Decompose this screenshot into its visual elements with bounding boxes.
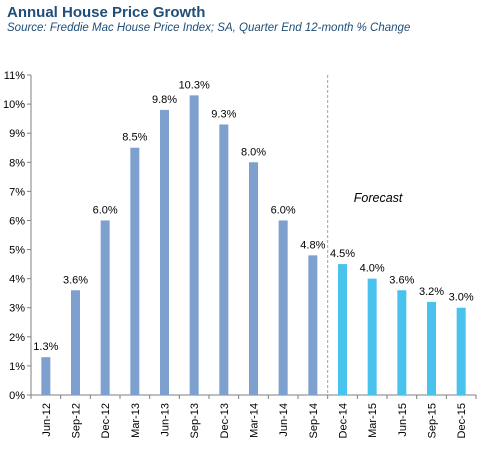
y-tick-label: 1% <box>9 361 25 373</box>
y-tick-label: 3% <box>9 303 25 315</box>
bar <box>308 255 318 395</box>
bar <box>160 109 169 395</box>
data-label: 6.0% <box>93 204 118 216</box>
data-label: 8.5% <box>122 132 147 144</box>
data-label: 3.6% <box>389 274 414 286</box>
data-label: 3.2% <box>419 286 444 298</box>
x-tick-label: Dec-14 <box>338 403 350 438</box>
data-label: 9.3% <box>211 108 236 120</box>
data-label: 6.0% <box>271 204 296 216</box>
y-tick-label: 6% <box>9 215 25 227</box>
data-label: 4.8% <box>300 239 325 251</box>
x-tick-label: Sep-15 <box>427 403 439 438</box>
x-tick-label: Jun-14 <box>278 403 290 437</box>
x-tick-label: Sep-12 <box>71 403 83 438</box>
bar <box>249 162 258 395</box>
x-tick-label: Dec-12 <box>100 403 112 438</box>
bar <box>100 220 110 395</box>
x-tick-label: Mar-13 <box>130 403 142 438</box>
y-tick-label: 2% <box>9 332 25 344</box>
data-label: 8.0% <box>241 146 266 158</box>
x-tick-label: Dec-13 <box>219 403 231 438</box>
bar <box>278 220 288 395</box>
y-tick-label: 7% <box>9 186 25 198</box>
bar <box>130 147 140 395</box>
x-tick-label: Mar-15 <box>367 403 379 438</box>
data-label: 10.3% <box>179 79 210 91</box>
bar <box>456 307 466 395</box>
bar <box>71 290 80 395</box>
x-tick-label: Mar-14 <box>249 403 261 438</box>
bar <box>338 264 347 395</box>
y-tick-label: 9% <box>9 128 25 140</box>
y-tick-label: 4% <box>9 274 25 286</box>
data-label: 4.5% <box>330 248 355 260</box>
y-tick-label: 5% <box>9 245 25 257</box>
bar <box>397 290 407 395</box>
chart-title: Annual House Price Growth <box>7 4 206 21</box>
x-tick-label: Sep-13 <box>189 403 201 438</box>
y-tick-label: 10% <box>3 99 25 111</box>
bar <box>427 301 436 395</box>
forecast-annotation: Forecast <box>354 191 403 205</box>
x-tick-label: Jun-15 <box>397 403 409 437</box>
bar <box>219 124 229 396</box>
data-label: 4.0% <box>360 263 385 275</box>
bar <box>367 278 377 395</box>
data-label: 3.6% <box>63 274 88 286</box>
x-tick-label: Jun-12 <box>41 403 53 437</box>
x-tick-label: Dec-15 <box>456 403 468 438</box>
y-tick-label: 8% <box>9 157 25 169</box>
bar <box>41 357 51 395</box>
bar <box>189 95 199 395</box>
y-tick-label: 11% <box>4 70 25 82</box>
data-label: 3.0% <box>449 292 474 304</box>
x-tick-label: Sep-14 <box>308 403 320 438</box>
data-label: 9.8% <box>152 94 177 106</box>
data-label: 1.3% <box>33 341 58 353</box>
y-tick-label: 0% <box>9 390 25 402</box>
chart-subtitle: Source: Freddie Mac House Price Index; S… <box>7 22 411 34</box>
x-tick-label: Jun-13 <box>160 403 172 437</box>
